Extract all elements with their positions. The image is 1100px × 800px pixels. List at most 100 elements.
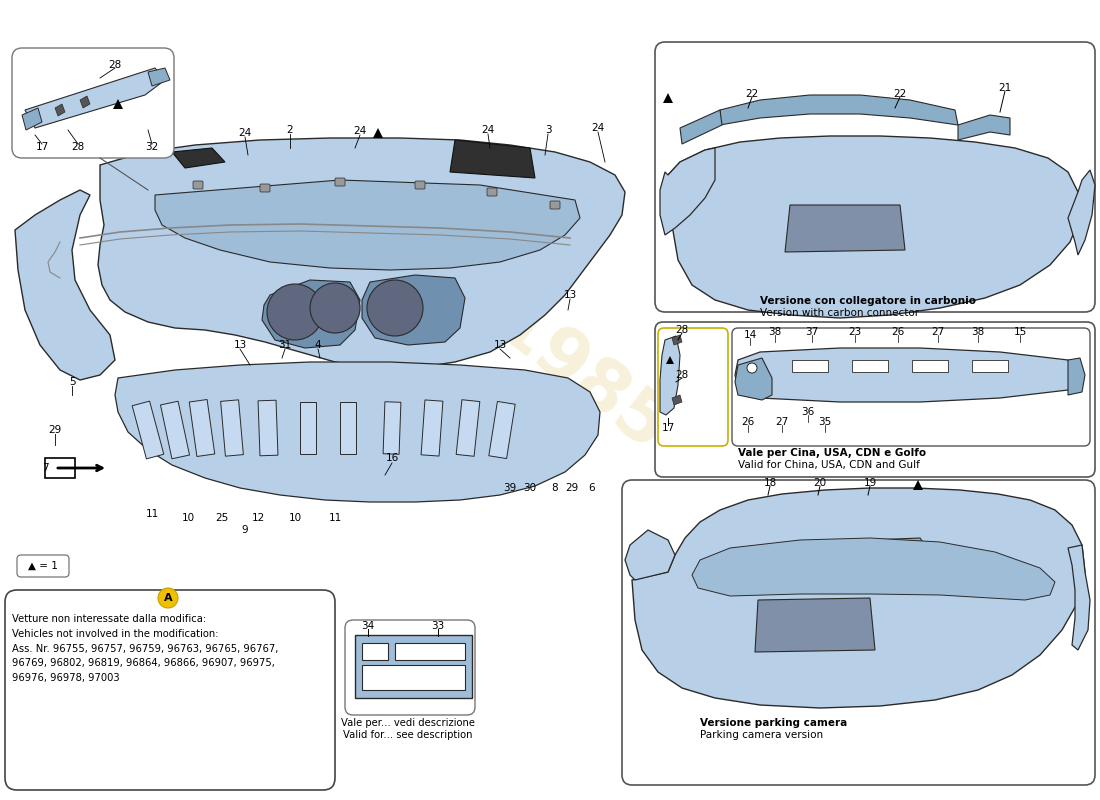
FancyBboxPatch shape [192,181,204,189]
Polygon shape [340,402,356,454]
Text: 11: 11 [329,513,342,523]
Text: 23: 23 [848,327,861,337]
Text: A: A [164,593,173,603]
Text: Versione con collegatore in carbonio: Versione con collegatore in carbonio [760,296,976,306]
Polygon shape [116,362,600,502]
Text: 13: 13 [563,290,576,300]
Text: 32: 32 [145,142,158,152]
Text: Vale per Cina, USA, CDN e Golfo: Vale per Cina, USA, CDN e Golfo [738,448,926,458]
Text: 33: 33 [431,621,444,631]
FancyBboxPatch shape [260,184,270,192]
Polygon shape [456,400,480,456]
Text: 24: 24 [482,125,495,135]
FancyBboxPatch shape [6,590,336,790]
Polygon shape [668,136,1080,318]
Text: 26: 26 [891,327,904,337]
Polygon shape [852,360,888,372]
Text: 28: 28 [72,142,85,152]
Polygon shape [55,104,65,116]
FancyBboxPatch shape [654,42,1094,312]
Text: Vetture non interessate dalla modifica:
Vehicles not involved in the modificatio: Vetture non interessate dalla modifica: … [12,614,278,683]
Polygon shape [792,360,828,372]
Circle shape [310,283,360,333]
Text: 27: 27 [776,417,789,427]
Polygon shape [362,643,388,660]
Text: 12: 12 [252,513,265,523]
Polygon shape [1068,545,1090,650]
Polygon shape [755,598,874,652]
Polygon shape [383,402,400,454]
Polygon shape [25,68,165,128]
Text: Vale per... vedi descrizione: Vale per... vedi descrizione [341,718,475,728]
Text: Valid for... see description: Valid for... see description [343,730,473,740]
Polygon shape [625,530,675,580]
Polygon shape [45,458,75,478]
Polygon shape [155,180,580,270]
Text: 39: 39 [504,483,517,493]
Polygon shape [113,99,123,109]
Text: 4: 4 [315,340,321,350]
Polygon shape [632,488,1085,708]
Text: 28: 28 [109,60,122,70]
Text: 22: 22 [893,89,906,99]
Circle shape [158,588,178,608]
Polygon shape [450,140,535,178]
Circle shape [367,280,424,336]
Polygon shape [958,115,1010,140]
FancyBboxPatch shape [621,480,1094,785]
FancyBboxPatch shape [415,181,425,189]
Polygon shape [666,356,674,364]
FancyBboxPatch shape [12,48,174,158]
Text: 29: 29 [565,483,579,493]
Polygon shape [735,348,1075,402]
Text: 37: 37 [805,327,818,337]
Polygon shape [189,399,214,457]
Text: 10: 10 [182,513,195,523]
Polygon shape [421,400,443,456]
Text: 7: 7 [42,463,48,473]
Text: 3: 3 [544,125,551,135]
Text: 8: 8 [552,483,559,493]
Text: 24: 24 [353,126,366,136]
Text: 38: 38 [769,327,782,337]
Text: 5: 5 [68,377,75,387]
FancyBboxPatch shape [732,328,1090,446]
Text: 25: 25 [216,513,229,523]
Polygon shape [172,148,225,168]
FancyBboxPatch shape [345,620,475,715]
Text: 14: 14 [744,330,757,340]
Polygon shape [660,148,715,235]
Text: 2: 2 [287,125,294,135]
Polygon shape [663,93,673,103]
Text: 34: 34 [362,621,375,631]
Polygon shape [373,128,383,138]
Polygon shape [913,480,923,490]
Text: 22: 22 [746,89,759,99]
Polygon shape [672,335,682,345]
Polygon shape [1068,170,1094,255]
Text: 17: 17 [35,142,48,152]
Text: 1985: 1985 [480,291,681,469]
Polygon shape [720,95,958,125]
FancyBboxPatch shape [336,178,345,186]
Text: 20: 20 [813,478,826,488]
Text: 35: 35 [818,417,832,427]
Text: 6: 6 [588,483,595,493]
Polygon shape [132,401,164,459]
Polygon shape [362,665,465,690]
Text: 36: 36 [802,407,815,417]
Polygon shape [488,402,515,458]
Polygon shape [300,402,316,454]
Polygon shape [22,108,42,130]
Circle shape [267,284,323,340]
Polygon shape [672,395,682,405]
Text: Parking camera version: Parking camera version [700,730,823,740]
Text: Valid for China, USA, CDN and Gulf: Valid for China, USA, CDN and Gulf [738,460,920,470]
Polygon shape [362,275,465,345]
Polygon shape [1068,358,1085,395]
FancyBboxPatch shape [16,555,69,577]
Polygon shape [785,205,905,252]
Text: 30: 30 [524,483,537,493]
Text: 10: 10 [288,513,301,523]
FancyBboxPatch shape [487,188,497,196]
